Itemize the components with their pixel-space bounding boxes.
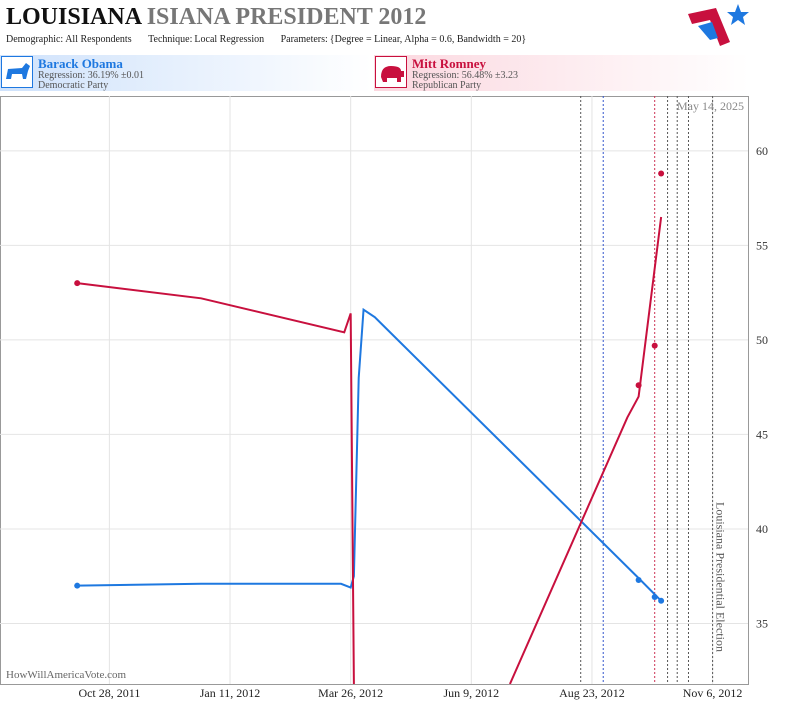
party-icon <box>1 56 33 88</box>
election-label: Louisiana Presidential Election <box>714 502 728 652</box>
legend-name: Mitt Romney <box>412 56 487 71</box>
y-tick-label: 40 <box>756 522 768 536</box>
data-point <box>635 382 642 389</box>
x-tick-label: Oct 28, 2011 <box>78 686 140 700</box>
series-line <box>77 282 355 684</box>
y-tick-label: 60 <box>756 144 768 158</box>
series-line <box>509 216 663 684</box>
watermark: HowWillAmericaVote.com <box>6 669 126 681</box>
legend-regression: Regression: 56.48% ±3.23 <box>412 70 519 81</box>
legend-party: Democratic Party <box>38 80 109 91</box>
data-point <box>658 597 665 604</box>
x-tick-label: Jan 11, 2012 <box>200 686 261 700</box>
data-point <box>74 280 81 287</box>
meta-value: {Degree = Linear, Alpha = 0.6, Bandwidth… <box>329 34 527 45</box>
meta-label: Technique: <box>148 34 193 45</box>
y-tick-label: 55 <box>756 238 768 252</box>
data-point <box>74 582 81 589</box>
header: LOUISIANA ISIANA PRESIDENT 2012 Demograp… <box>0 0 789 52</box>
date-stamp: May 14, 2025 <box>677 99 744 113</box>
series-line <box>77 307 662 602</box>
x-tick-label: Aug 23, 2012 <box>559 686 625 700</box>
grid <box>0 96 748 684</box>
x-tick-label: Jun 9, 2012 <box>443 686 499 700</box>
meta-label: Demographic: <box>6 34 64 45</box>
data-point <box>651 342 658 349</box>
meta: Demographic: All Respondents Technique: Lo… <box>6 34 528 45</box>
legend-name: Barack Obama <box>38 56 123 71</box>
legend-regression: Regression: 36.19% ±0.01 <box>38 70 145 81</box>
meta-value: All Respondents <box>65 34 132 45</box>
series-layer <box>74 170 665 684</box>
legend-party: Republican Party <box>412 80 482 91</box>
title: LOUISIANA ISIANA PRESIDENT 2012 <box>6 4 426 31</box>
y-tick-label: 35 <box>756 616 768 630</box>
events <box>580 96 714 684</box>
labels: 35 40 45 50 55 60 Oct 28, 2011 Jan 11, 2012 Mar … <box>78 144 768 700</box>
legend-item: Barack Obama Regression: 36.19% ±0.01 De… <box>0 55 372 91</box>
plot-frame <box>0 96 749 685</box>
y-tick-label: 50 <box>756 333 768 347</box>
data-point <box>635 577 642 584</box>
meta-value: Local Regression <box>194 34 265 45</box>
x-tick-label: Nov 6, 2012 <box>683 686 743 700</box>
logo <box>688 4 749 46</box>
title-rest: ISIANA PRESIDENT 2012 <box>146 4 427 30</box>
data-point <box>651 594 658 601</box>
data-point <box>658 170 665 177</box>
party-icon <box>375 56 407 88</box>
x-tick-label: Mar 26, 2012 <box>318 686 383 700</box>
legend-item: Mitt Romney Regression: 56.48% ±3.23 Rep… <box>374 55 749 91</box>
title-main: LOUISIANA <box>6 4 141 30</box>
y-tick-label: 45 <box>756 427 768 441</box>
meta-label: Parameters: <box>280 34 328 45</box>
